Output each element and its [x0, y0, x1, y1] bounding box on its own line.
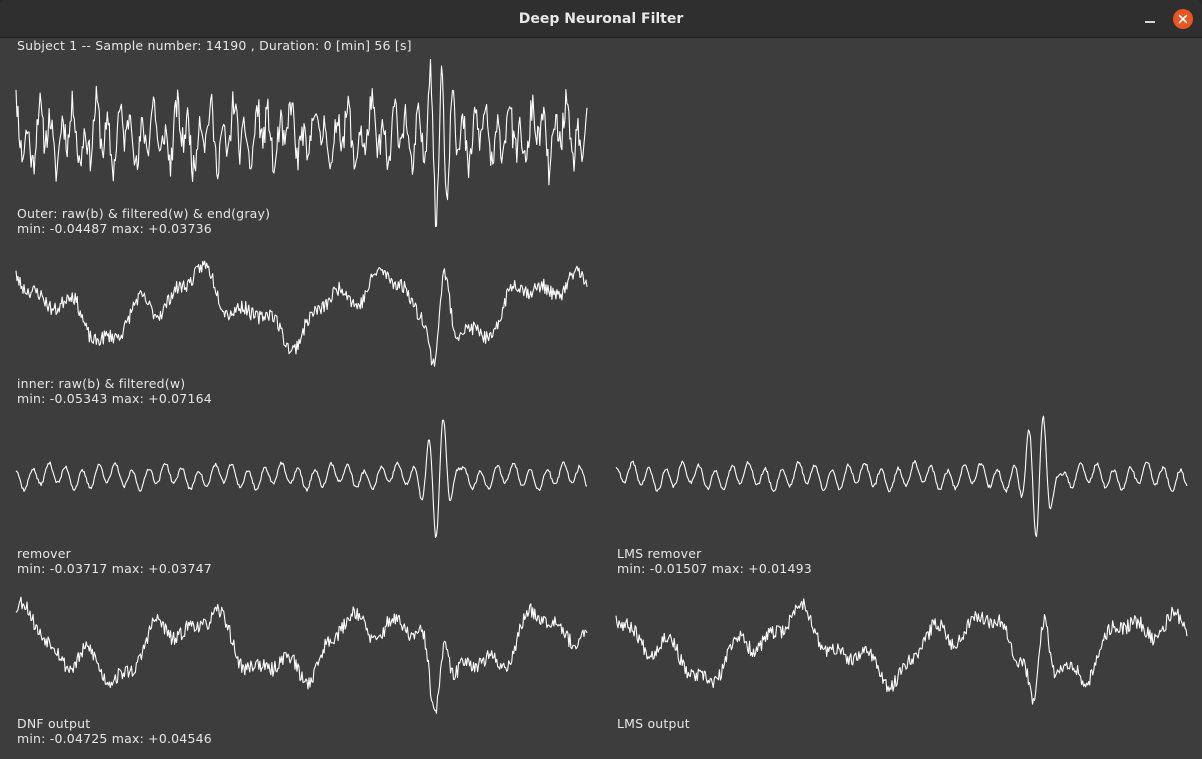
minimize-button[interactable]: [1140, 9, 1160, 29]
inner-plot-stats: min: -0.05343 max: +0.07164: [17, 391, 212, 406]
title-bar[interactable]: Deep Neuronal Filter: [0, 0, 1202, 38]
window-title: Deep Neuronal Filter: [518, 11, 684, 27]
lms-output-plot-title: LMS output: [617, 716, 690, 731]
signal-trace: [15, 260, 588, 367]
inner-signal-plot: [15, 260, 588, 367]
status-header: Subject 1 -- Sample number: 14190 , Dura…: [17, 38, 412, 53]
signal-trace: [615, 598, 1188, 705]
lms-output-signal-plot: [615, 598, 1188, 705]
signal-trace: [615, 415, 1188, 538]
dnf-output-plot-stats: min: -0.04725 max: +0.04546: [17, 731, 212, 746]
dnf-output-plot-title: DNF output: [17, 716, 91, 731]
outer-signal-plot: [15, 58, 588, 228]
plot-canvas: Subject 1 -- Sample number: 14190 , Dura…: [0, 38, 1202, 759]
signal-trace: [15, 596, 588, 714]
lms-remover-plot-title: LMS remover: [617, 546, 702, 561]
outer-plot-title: Outer: raw(b) & filtered(w) & end(gray): [17, 206, 271, 221]
lms-remover-plot-stats: min: -0.01507 max: +0.01493: [617, 561, 812, 576]
remover-plot-title: remover: [17, 546, 72, 561]
inner-plot-title: inner: raw(b) & filtered(w): [17, 376, 186, 391]
signal-trace: [15, 419, 588, 539]
lms-remover-signal-plot: [615, 415, 1188, 538]
outer-plot-stats: min: -0.04487 max: +0.03736: [17, 221, 212, 236]
remover-plot-stats: min: -0.03717 max: +0.03747: [17, 561, 212, 576]
close-icon: [1178, 14, 1188, 24]
close-button[interactable]: [1173, 9, 1193, 29]
dnf-output-signal-plot: [15, 596, 588, 714]
signal-trace: [15, 58, 588, 228]
remover-signal-plot: [15, 419, 588, 539]
